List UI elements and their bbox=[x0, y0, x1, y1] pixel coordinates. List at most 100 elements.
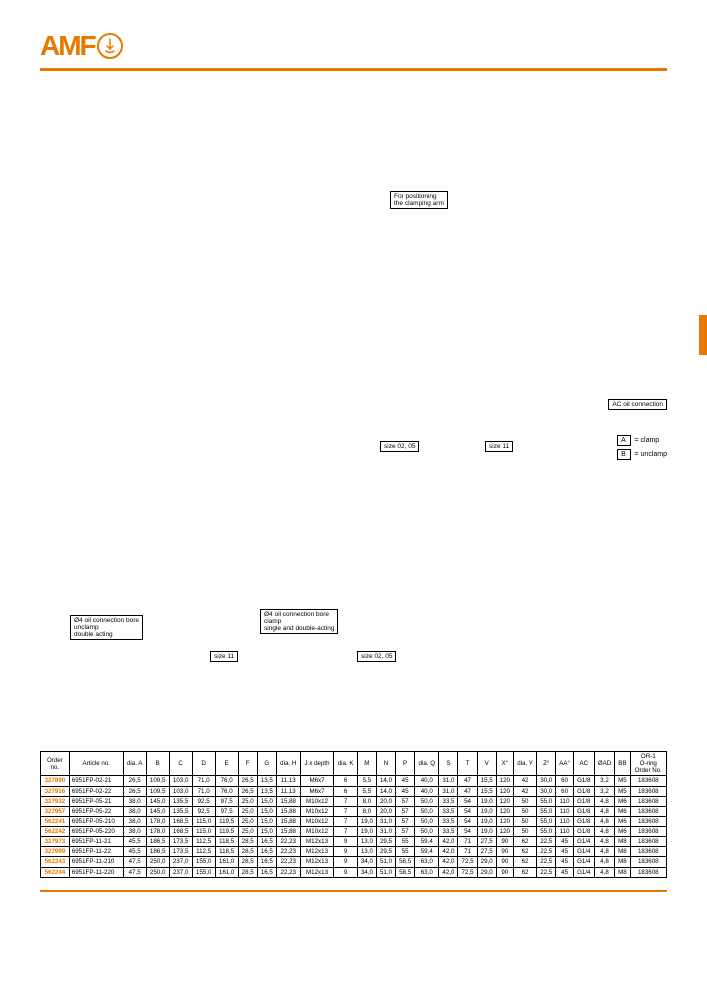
size11-label: size 11 bbox=[210, 651, 238, 662]
table-cell: 186,5 bbox=[146, 847, 169, 857]
legend-a-text: = clamp bbox=[635, 437, 660, 444]
table-cell: 15,88 bbox=[276, 827, 300, 837]
table-cell: 71 bbox=[458, 847, 477, 857]
table-cell: 562242 bbox=[41, 827, 70, 837]
table-cell: 47 bbox=[458, 786, 477, 796]
table-cell: 327973 bbox=[41, 837, 70, 847]
legend-b-box: B bbox=[617, 449, 631, 460]
table-cell: 28,5 bbox=[238, 857, 257, 867]
table-row: 5622446951FP-11-22047,5250,0237,0155,016… bbox=[41, 867, 667, 877]
table-cell: 72,5 bbox=[458, 857, 477, 867]
table-cell: 4,8 bbox=[594, 827, 615, 837]
table-cell: 55 bbox=[396, 847, 415, 857]
table-cell: 25,0 bbox=[238, 827, 257, 837]
table-cell: 28,5 bbox=[238, 847, 257, 857]
table-cell: 15,88 bbox=[276, 806, 300, 816]
table-cell: 62 bbox=[513, 857, 536, 867]
table-cell: 16,5 bbox=[257, 867, 276, 877]
table-cell: 90 bbox=[496, 837, 513, 847]
table-cell: 115,0 bbox=[192, 827, 215, 837]
table-cell: 27,5 bbox=[477, 837, 496, 847]
table-cell: 19,0 bbox=[357, 816, 376, 826]
table-cell: 112,5 bbox=[192, 847, 215, 857]
table-cell: 42 bbox=[513, 786, 536, 796]
table-cell: 45 bbox=[556, 837, 574, 847]
table-row: 3278906951FP-02-2126,5109,5103,071,076,0… bbox=[41, 776, 667, 786]
table-header: P bbox=[396, 752, 415, 776]
table-cell: 15,88 bbox=[276, 816, 300, 826]
table-cell: 120 bbox=[496, 796, 513, 806]
table-cell: 97,5 bbox=[215, 796, 238, 806]
table-cell: 4,8 bbox=[594, 847, 615, 857]
table-header: ØAD bbox=[594, 752, 615, 776]
table-cell: 6 bbox=[334, 776, 357, 786]
table-cell: 183608 bbox=[630, 837, 666, 847]
table-cell: 42,0 bbox=[439, 847, 458, 857]
table-cell: 120 bbox=[496, 806, 513, 816]
table-cell: 55,0 bbox=[537, 827, 556, 837]
ac-oil-label: AC oil connection bbox=[608, 399, 667, 410]
table-cell: 327999 bbox=[41, 847, 70, 857]
table-cell: 16,5 bbox=[257, 857, 276, 867]
table-cell: 6951FP-02-21 bbox=[69, 776, 123, 786]
table-cell: 76,0 bbox=[215, 786, 238, 796]
table-cell: 33,5 bbox=[439, 806, 458, 816]
table-header: X° bbox=[496, 752, 513, 776]
table-cell: 55,0 bbox=[537, 806, 556, 816]
table-cell: 42,0 bbox=[439, 837, 458, 847]
table-cell: 51,0 bbox=[376, 867, 395, 877]
table-header: J x depth bbox=[300, 752, 334, 776]
table-row: 3279736951FP-11-2145,5186,5173,5112,5118… bbox=[41, 837, 667, 847]
table-cell: G1/8 bbox=[573, 816, 594, 826]
table-row: 5622426951FP-05-22038,0178,0168,5115,011… bbox=[41, 827, 667, 837]
table-cell: 50 bbox=[513, 796, 536, 806]
table-cell: 54 bbox=[458, 796, 477, 806]
table-cell: 6951FP-11-21 bbox=[69, 837, 123, 847]
table-cell: 29,0 bbox=[477, 867, 496, 877]
table-cell: M6x7 bbox=[300, 776, 334, 786]
table-cell: 8,0 bbox=[357, 796, 376, 806]
table-cell: 29,5 bbox=[376, 847, 395, 857]
table-cell: G1/4 bbox=[573, 867, 594, 877]
table-cell: 45 bbox=[556, 867, 574, 877]
table-cell: 54 bbox=[458, 827, 477, 837]
table-cell: 112,5 bbox=[192, 837, 215, 847]
conn-clamp-note: Ø4 oil connection bore clamp single and … bbox=[260, 609, 338, 634]
table-cell: 58,5 bbox=[396, 867, 415, 877]
table-cell: 50,0 bbox=[415, 796, 439, 806]
table-cell: 145,0 bbox=[146, 806, 169, 816]
table-header: D bbox=[192, 752, 215, 776]
table-cell: 33,5 bbox=[439, 827, 458, 837]
table-cell: 22,5 bbox=[537, 837, 556, 847]
table-cell: 63,0 bbox=[415, 857, 439, 867]
table-cell: 237,0 bbox=[169, 857, 192, 867]
table-cell: 45 bbox=[556, 847, 574, 857]
table-row: 3279996951FP-11-2245,5186,5173,5112,5118… bbox=[41, 847, 667, 857]
table-cell: 7 bbox=[334, 816, 357, 826]
table-cell: 28,5 bbox=[238, 867, 257, 877]
table-cell: 33,5 bbox=[439, 816, 458, 826]
table-cell: 22,5 bbox=[537, 847, 556, 857]
size-label-a: size 02, 05 bbox=[380, 441, 419, 452]
table-cell: 31,0 bbox=[439, 786, 458, 796]
table-cell: 25,0 bbox=[238, 806, 257, 816]
table-cell: 183608 bbox=[630, 776, 666, 786]
table-cell: M5 bbox=[615, 776, 630, 786]
table-cell: G1/8 bbox=[573, 786, 594, 796]
table-cell: 19,0 bbox=[357, 827, 376, 837]
table-cell: 50 bbox=[513, 816, 536, 826]
conn-unclamp-l3: double acting bbox=[74, 631, 139, 638]
table-cell: 40,0 bbox=[415, 776, 439, 786]
conn-unclamp-l1: Ø4 oil connection bore bbox=[74, 617, 139, 624]
table-cell: 25,0 bbox=[238, 796, 257, 806]
table-cell: 161,0 bbox=[215, 867, 238, 877]
table-cell: 110 bbox=[556, 816, 574, 826]
table-cell: 50 bbox=[513, 827, 536, 837]
table-cell: M10x12 bbox=[300, 827, 334, 837]
table-header: N bbox=[376, 752, 395, 776]
table-cell: 57 bbox=[396, 827, 415, 837]
table-cell: 54 bbox=[458, 806, 477, 816]
table-cell: 28,5 bbox=[238, 837, 257, 847]
table-cell: 15,5 bbox=[477, 786, 496, 796]
table-cell: 20,0 bbox=[376, 796, 395, 806]
